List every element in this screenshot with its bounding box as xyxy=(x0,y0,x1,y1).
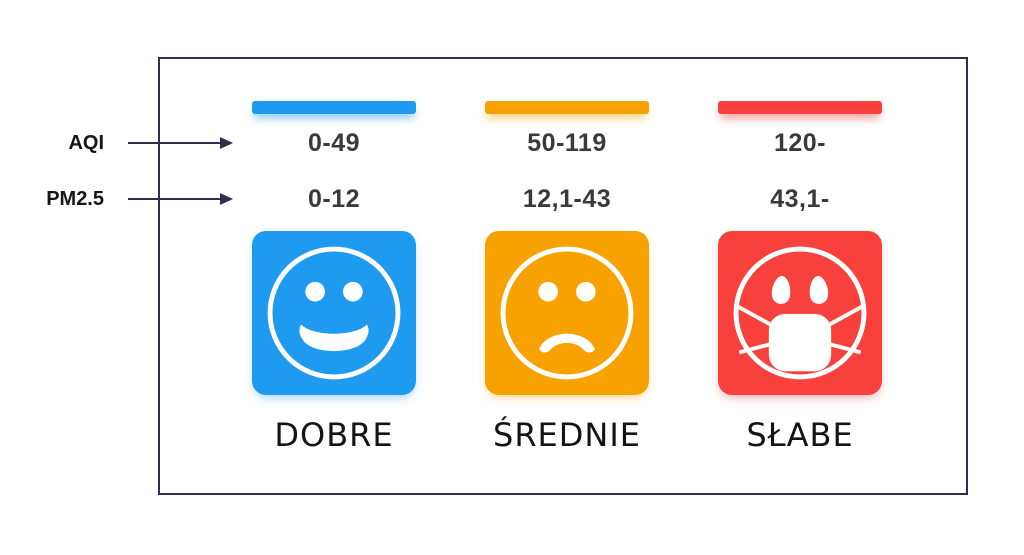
face-tile-good xyxy=(252,231,416,395)
smiley-face-icon xyxy=(252,231,416,395)
pm25-range-medium: 12,1-43 xyxy=(522,185,612,213)
category-column-bad: 120- 43,1- SŁABE xyxy=(710,0,890,555)
color-bar-good xyxy=(252,101,416,114)
category-label-bad: SŁABE xyxy=(746,416,854,454)
frown-face-icon xyxy=(485,231,649,395)
aqi-axis-label: AQI xyxy=(68,132,104,154)
pm25-range-good: 0-12 xyxy=(307,185,361,213)
pm25-arrow-icon xyxy=(128,193,233,205)
pm25-range-bad: 43,1- xyxy=(770,185,830,213)
category-column-good: 0-49 0-12 DOBRE xyxy=(244,0,424,555)
aqi-arrow-icon xyxy=(128,137,233,149)
aqi-range-bad: 120- xyxy=(773,129,827,157)
face-tile-medium xyxy=(485,231,649,395)
pm25-axis-label: PM2.5 xyxy=(46,188,104,210)
aqi-range-medium: 50-119 xyxy=(527,129,607,157)
color-bar-bad xyxy=(718,101,882,114)
category-label-good: DOBRE xyxy=(274,416,394,454)
masked-face-icon xyxy=(718,231,882,395)
category-column-medium: 50-119 12,1-43 ŚREDNIE xyxy=(477,0,657,555)
aqi-range-good: 0-49 xyxy=(307,129,361,157)
category-label-medium: ŚREDNIE xyxy=(493,416,641,454)
color-bar-medium xyxy=(485,101,649,114)
face-tile-bad xyxy=(718,231,882,395)
